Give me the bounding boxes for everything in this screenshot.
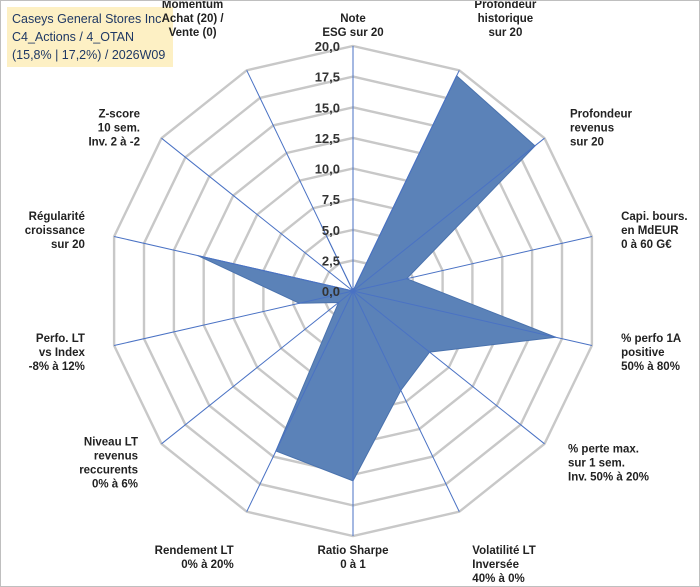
axis-label-0-line-1: ESG sur 20 — [322, 27, 383, 39]
axis-label-2-line-0: Profondeur — [570, 109, 632, 121]
axis-label-11: Régularité croissance sur 20 — [25, 211, 85, 251]
tick-label-3: 7,5 — [322, 192, 340, 207]
axis-label-9-line-1: revenus — [94, 451, 138, 463]
axis-label-9-line-3: 0% à 6% — [92, 479, 138, 491]
axis-label-6-line-0: Volatilité LT — [472, 545, 535, 557]
axis-label-11-line-0: Régularité — [29, 211, 85, 223]
tick-label-0: 0,0 — [322, 284, 340, 299]
title-line-category: C4_Actions / 4_OTAN — [12, 30, 135, 44]
spoke-2 — [352, 137, 545, 292]
chart-title-box: Caseys General Stores Inc C4_Actions / 4… — [7, 7, 173, 67]
axis-label-7-line-1: 0 à 1 — [340, 559, 366, 571]
axis-label-10: Perfo. LT vs Index -8% à 12% — [29, 333, 86, 373]
tick-label-7: 17,5 — [315, 70, 340, 85]
axis-label-10-line-0: Perfo. LT — [36, 333, 85, 345]
axis-label-5-line-0: % perte max. — [568, 444, 639, 456]
axis-label-13-line-1: Achat (20) / — [162, 13, 225, 25]
spoke-9 — [161, 290, 354, 445]
axis-label-13: Momentum Achat (20) / Vente (0) — [162, 1, 225, 39]
axis-label-6-line-2: 40% à 0% — [472, 573, 524, 585]
tick-label-8: 20,0 — [315, 39, 340, 54]
axis-label-1-line-2: sur 20 — [488, 27, 522, 39]
axis-label-12-line-1: 10 sem. — [98, 123, 140, 135]
axis-label-5-line-1: sur 1 sem. — [568, 458, 625, 470]
axis-label-11-line-1: croissance — [25, 225, 85, 237]
tick-label-1: 2,5 — [322, 253, 340, 268]
axis-label-1-line-0: Profondeur — [474, 1, 536, 11]
axis-label-3: Capi. bours. en MdEUR 0 à 60 G€ — [621, 211, 687, 251]
axis-label-11-line-2: sur 20 — [51, 239, 85, 251]
tick-label-5: 12,5 — [315, 131, 340, 146]
axis-label-5-line-2: Inv. 50% à 20% — [568, 472, 649, 484]
axis-label-layer: Note ESG sur 20 Profondeur historique sur 20… — [25, 1, 688, 585]
axis-label-10-line-1: vs Index — [39, 347, 86, 359]
title-line-performance: (15,8% | 17,2%) / 2026W09 — [12, 48, 166, 62]
title-line-company: Caseys General Stores Inc — [12, 12, 162, 26]
axis-label-8-line-0: Rendement LT — [155, 545, 234, 557]
axis-label-2: Profondeur revenus sur 20 — [570, 109, 632, 149]
axis-label-4-line-0: % perfo 1A — [621, 333, 681, 345]
spoke-12 — [161, 137, 354, 292]
axis-label-9: Niveau LT revenus reccurents 0% à 6% — [79, 437, 138, 491]
axis-label-1: Profondeur historique sur 20 — [474, 1, 536, 39]
spoke-6 — [352, 290, 460, 512]
axis-label-7-line-0: Ratio Sharpe — [318, 545, 389, 557]
axis-label-9-line-2: reccurents — [79, 465, 138, 477]
spoke-1 — [352, 70, 460, 292]
axis-label-8-line-1: 0% à 20% — [181, 559, 233, 571]
axis-label-12: Z-score 10 sem. Inv. 2 à -2 — [88, 109, 140, 149]
axis-label-12-line-0: Z-score — [98, 109, 140, 121]
tick-label-6: 15,0 — [315, 100, 340, 115]
axis-label-4-line-2: 50% à 80% — [621, 361, 680, 373]
spoke-3 — [352, 236, 593, 292]
axis-label-5: % perte max. sur 1 sem. Inv. 50% à 20% — [568, 444, 649, 484]
axis-label-6: Volatilité LT Inversée 40% à 0% — [472, 545, 535, 585]
spoke-10 — [113, 290, 354, 346]
axis-label-0-line-0: Note — [340, 13, 366, 25]
axis-label-10-line-2: -8% à 12% — [29, 361, 85, 373]
tick-label-4: 10,0 — [315, 162, 340, 177]
axis-label-3-line-1: en MdEUR — [621, 225, 679, 237]
spoke-11 — [113, 236, 354, 292]
axis-label-8: Rendement LT 0% à 20% — [155, 545, 234, 571]
tick-label-layer: 0,0 2,5 5,0 7,5 10,0 12,5 15,0 17,5 20,0 — [315, 39, 340, 299]
axis-label-9-line-0: Niveau LT — [84, 437, 138, 449]
spoke-4 — [352, 290, 593, 346]
spoke-13 — [246, 70, 354, 292]
axis-label-4-line-1: positive — [621, 347, 664, 359]
spoke-8 — [246, 290, 354, 512]
axis-label-13-line-2: Vente (0) — [169, 27, 217, 39]
axis-label-2-line-2: sur 20 — [570, 137, 604, 149]
tick-label-2: 5,0 — [322, 223, 340, 238]
axis-label-7: Ratio Sharpe 0 à 1 — [318, 545, 389, 571]
axis-label-13-line-0: Momentum — [162, 1, 223, 11]
axis-label-12-line-2: Inv. 2 à -2 — [88, 137, 140, 149]
axis-label-1-line-1: historique — [478, 13, 534, 25]
axis-label-3-line-2: 0 à 60 G€ — [621, 239, 672, 251]
axis-label-0: Note ESG sur 20 — [322, 13, 383, 39]
axis-label-3-line-0: Capi. bours. — [621, 211, 687, 223]
axis-label-2-line-1: revenus — [570, 123, 614, 135]
spoke-5 — [352, 290, 545, 445]
axis-label-4: % perfo 1A positive 50% à 80% — [621, 333, 681, 373]
spoke-layer — [113, 46, 593, 536]
axis-label-6-line-1: Inversée — [472, 559, 519, 571]
